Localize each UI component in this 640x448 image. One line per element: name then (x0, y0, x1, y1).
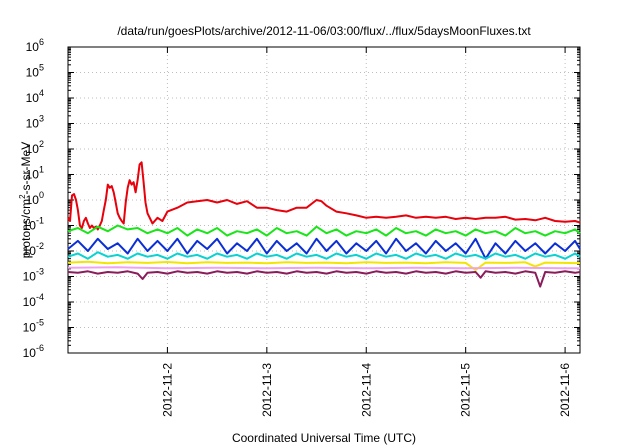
series-line-6 (67, 270, 581, 288)
y-tick-label: 10-6 (23, 343, 44, 360)
x-tick-label: 2012-11-5 (459, 363, 473, 417)
x-tick-label: 2012-11-4 (359, 363, 373, 417)
series-line-0 (67, 161, 581, 231)
x-tick-label: 2012-11-6 (558, 363, 572, 417)
y-axis-label: protons/cm2-s-sr-MeV (18, 142, 33, 258)
x-tick-label: 2012-11-2 (160, 363, 174, 417)
y-tick-labels: 106 105 104 103 102 101 100 10-1 10-2 10-3 10-4 10-… (23, 37, 44, 360)
y-tick-label: 102 (26, 139, 44, 156)
y-tick-label: 105 (26, 63, 44, 80)
y-tick-label: 103 (26, 114, 44, 131)
y-tick-label: 10-3 (23, 267, 44, 284)
y-tick-label: 10-5 (23, 318, 44, 335)
chart-title: /data/run/goesPlots/archive/2012-11-06/0… (117, 24, 531, 38)
series-line-2 (67, 237, 581, 260)
series-line-4 (67, 260, 581, 271)
y-tick-label: 106 (26, 37, 44, 54)
x-tick-labels: 2012-11-2 2012-11-3 2012-11-4 2012-11-5 2012… (160, 363, 572, 417)
y-tick-label: 104 (26, 88, 44, 105)
x-axis-label: Coordinated Universal Time (UTC) (232, 431, 416, 445)
y-tick-label: 10-4 (23, 292, 44, 309)
y-tick-label: 10-2 (23, 241, 44, 258)
series-layer (67, 161, 581, 288)
x-tick-label: 2012-11-3 (260, 363, 274, 417)
grid (68, 47, 580, 353)
series-line-5 (67, 266, 580, 270)
series-line-1 (67, 224, 581, 237)
series-line-3 (67, 251, 581, 260)
y-tick-label: 100 (26, 190, 44, 207)
y-tick-label: 10-1 (23, 216, 44, 233)
y-tick-label: 101 (26, 165, 44, 182)
